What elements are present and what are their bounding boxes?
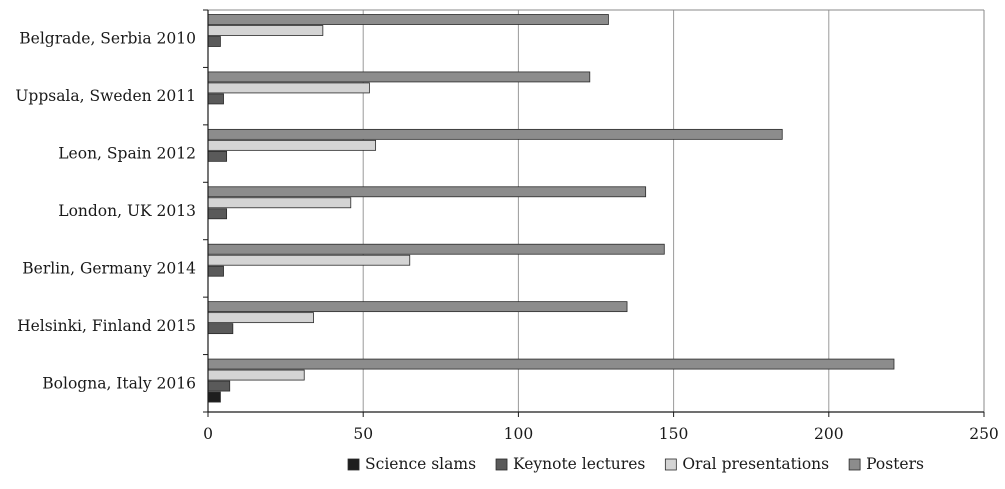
category-label: Belgrade, Serbia 2010 xyxy=(19,30,196,48)
legend-item-oral-presentations: Oral presentations xyxy=(664,455,829,473)
bar-posters-london-uk-2013 xyxy=(207,186,647,198)
bar-oral-presentations-belgrade-serbia-2010 xyxy=(207,25,324,36)
bar-posters-belgrade-serbia-2010 xyxy=(207,14,609,25)
bar-keynote-lectures-belgrade-serbia-2010 xyxy=(207,36,221,47)
bar-posters-berlin-germany-2014 xyxy=(207,243,665,255)
category-label: Leon, Spain 2012 xyxy=(58,145,196,163)
legend-label: Keynote lectures xyxy=(513,455,645,473)
category-label: Bologna, Italy 2016 xyxy=(42,374,196,392)
bar-oral-presentations-berlin-germany-2014 xyxy=(207,254,411,266)
bar-posters-uppsala-sweden-2011 xyxy=(207,71,591,83)
x-tick-label: 100 xyxy=(504,425,534,443)
legend-label: Oral presentations xyxy=(682,455,829,473)
bar-oral-presentations-london-uk-2013 xyxy=(207,197,352,209)
x-tick-label: 150 xyxy=(659,425,689,443)
grid-layer xyxy=(362,10,985,412)
bar-science-slams-bologna-italy-2016 xyxy=(207,391,221,403)
bar-posters-helsinki-finland-2015 xyxy=(207,301,628,313)
bar-keynote-lectures-bologna-italy-2016 xyxy=(207,380,231,392)
bar-oral-presentations-helsinki-finland-2015 xyxy=(207,312,314,324)
axis-layer: Belgrade, Serbia 2010 Uppsala, Sweden 201… xyxy=(15,9,999,443)
bar-oral-presentations-bologna-italy-2016 xyxy=(207,369,305,381)
x-tick-label: 0 xyxy=(203,425,213,443)
bar-keynote-lectures-leon-spain-2012 xyxy=(207,150,228,162)
bar-posters-leon-spain-2012 xyxy=(207,128,783,140)
bar-oral-presentations-leon-spain-2012 xyxy=(207,139,377,151)
legend-label: Posters xyxy=(866,455,924,473)
bar-keynote-lectures-uppsala-sweden-2011 xyxy=(207,93,224,105)
legend-item-posters: Posters xyxy=(848,455,924,473)
bar-keynote-lectures-berlin-germany-2014 xyxy=(207,265,224,277)
legend-item-keynote-lectures: Keynote lectures xyxy=(495,455,645,473)
legend-swatch xyxy=(848,458,861,471)
legend: Science slams Keynote lectures Oral presen… xyxy=(347,455,924,473)
x-tick-label: 250 xyxy=(969,425,999,443)
category-label: London, UK 2013 xyxy=(58,202,196,220)
legend-item-science-slams: Science slams xyxy=(347,455,476,473)
bar-layer xyxy=(207,14,895,403)
legend-swatch xyxy=(664,458,677,471)
legend-swatch xyxy=(495,458,508,471)
legend-label: Science slams xyxy=(365,455,476,473)
category-label: Berlin, Germany 2014 xyxy=(22,259,196,277)
category-label: Uppsala, Sweden 2011 xyxy=(15,87,196,105)
x-tick-label: 200 xyxy=(814,425,844,443)
bar-keynote-lectures-london-uk-2013 xyxy=(207,208,228,220)
bar-oral-presentations-uppsala-sweden-2011 xyxy=(207,82,370,94)
bar-keynote-lectures-helsinki-finland-2015 xyxy=(207,323,234,335)
x-tick-label: 50 xyxy=(353,425,373,443)
bar-posters-bologna-italy-2016 xyxy=(207,358,895,370)
category-label: Helsinki, Finland 2015 xyxy=(17,317,196,335)
legend-swatch xyxy=(347,458,360,471)
